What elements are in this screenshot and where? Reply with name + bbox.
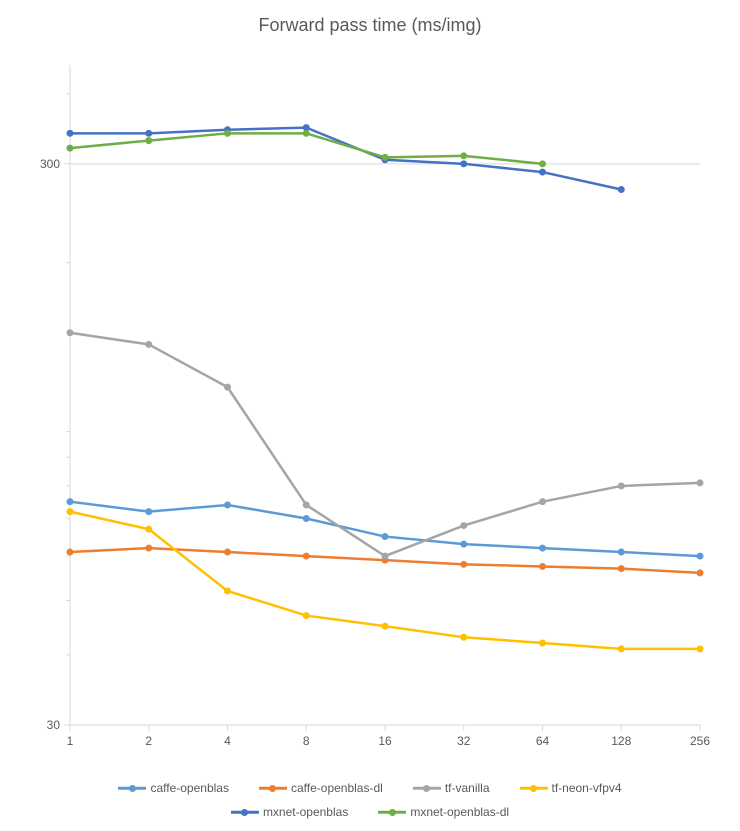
legend-item: mxnet-openblas: [231, 805, 348, 819]
legend-label: mxnet-openblas: [263, 805, 348, 819]
legend-label: tf-neon-vfpv4: [552, 781, 622, 795]
x-tick-label: 32: [457, 734, 471, 748]
series-marker: [224, 501, 231, 508]
series-marker: [382, 154, 389, 161]
series-marker: [539, 160, 546, 167]
series-marker: [618, 482, 625, 489]
series-marker: [224, 549, 231, 556]
series-marker: [618, 549, 625, 556]
series-marker: [618, 645, 625, 652]
series-line: [70, 128, 621, 190]
x-tick-label: 8: [303, 734, 310, 748]
legend-swatch: [413, 782, 441, 794]
legend-label: mxnet-openblas-dl: [410, 805, 509, 819]
legend-label: caffe-openblas: [150, 781, 229, 795]
series-marker: [303, 515, 310, 522]
series-marker: [539, 498, 546, 505]
series-marker: [539, 545, 546, 552]
series-marker: [303, 130, 310, 137]
series-marker: [67, 508, 74, 515]
series-marker: [145, 545, 152, 552]
series-marker: [145, 130, 152, 137]
series-marker: [67, 549, 74, 556]
series-marker: [460, 522, 467, 529]
series-marker: [67, 145, 74, 152]
x-tick-label: 256: [690, 734, 710, 748]
series-marker: [697, 479, 704, 486]
series-marker: [460, 160, 467, 167]
legend-item: tf-vanilla: [413, 781, 490, 795]
x-tick-label: 4: [224, 734, 231, 748]
legend-swatch: [259, 782, 287, 794]
series-marker: [145, 526, 152, 533]
series-marker: [145, 341, 152, 348]
series-marker: [303, 553, 310, 560]
series-marker: [460, 561, 467, 568]
legend-item: caffe-openblas: [118, 781, 229, 795]
plot-area: 303001248163264128256: [60, 55, 710, 735]
series-marker: [303, 501, 310, 508]
series-marker: [224, 384, 231, 391]
series-marker: [224, 587, 231, 594]
series-line: [70, 133, 543, 164]
series-marker: [539, 169, 546, 176]
legend-label: tf-vanilla: [445, 781, 490, 795]
legend-swatch: [231, 806, 259, 818]
y-tick-label: 300: [40, 157, 60, 171]
legend-swatch: [118, 782, 146, 794]
x-tick-label: 2: [145, 734, 152, 748]
series-marker: [539, 563, 546, 570]
chart-container: Forward pass time (ms/img) 3030012481632…: [0, 0, 740, 831]
chart-title: Forward pass time (ms/img): [0, 0, 740, 36]
series-marker: [382, 553, 389, 560]
series-marker: [618, 565, 625, 572]
legend-label: caffe-openblas-dl: [291, 781, 383, 795]
series-line: [70, 333, 700, 556]
series-marker: [460, 541, 467, 548]
x-tick-label: 1: [67, 734, 74, 748]
series-marker: [145, 137, 152, 144]
series-marker: [303, 612, 310, 619]
series-marker: [697, 645, 704, 652]
series-marker: [145, 508, 152, 515]
series-marker: [67, 329, 74, 336]
x-tick-label: 16: [378, 734, 392, 748]
series-marker: [460, 634, 467, 641]
legend-item: caffe-openblas-dl: [259, 781, 383, 795]
y-tick-label: 30: [47, 718, 61, 732]
chart-svg: 303001248163264128256: [60, 55, 710, 735]
series-marker: [224, 130, 231, 137]
series-marker: [382, 533, 389, 540]
legend-item: tf-neon-vfpv4: [520, 781, 622, 795]
series-marker: [67, 130, 74, 137]
legend-item: mxnet-openblas-dl: [378, 805, 509, 819]
x-tick-label: 128: [611, 734, 631, 748]
series-marker: [697, 569, 704, 576]
legend-swatch: [520, 782, 548, 794]
legend: caffe-openblas caffe-openblas-dl tf-vanill…: [0, 781, 740, 819]
series-marker: [382, 623, 389, 630]
series-marker: [67, 498, 74, 505]
series-marker: [618, 186, 625, 193]
series-marker: [539, 639, 546, 646]
x-tick-label: 64: [536, 734, 550, 748]
series-marker: [697, 553, 704, 560]
series-marker: [460, 152, 467, 159]
legend-swatch: [378, 806, 406, 818]
